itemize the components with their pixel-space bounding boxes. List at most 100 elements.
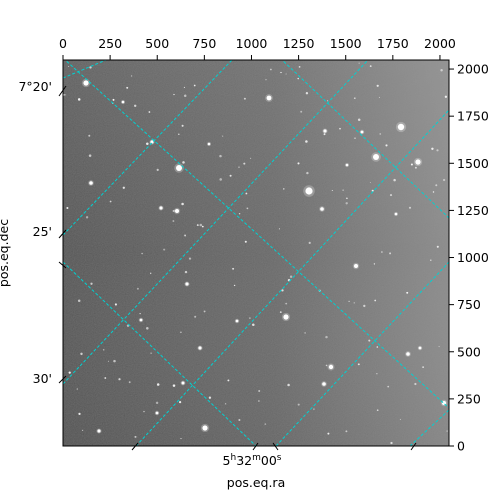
dec-axis: 7°20' 25' 30'	[18, 79, 67, 386]
star	[136, 287, 139, 290]
bright-star	[394, 212, 398, 216]
star	[134, 104, 137, 107]
star	[327, 100, 329, 102]
star	[442, 178, 446, 182]
sky-image	[63, 60, 449, 446]
star	[85, 216, 89, 219]
bright-star	[207, 142, 211, 146]
ra-tick-mark	[272, 442, 279, 451]
star	[300, 110, 303, 113]
star	[78, 412, 81, 416]
star	[313, 408, 315, 410]
star	[376, 84, 379, 87]
star	[68, 65, 70, 68]
coordinate-grid	[63, 60, 449, 446]
star	[146, 327, 149, 330]
star	[297, 77, 299, 80]
bright-star	[360, 130, 364, 134]
star	[353, 97, 356, 100]
bright-star	[159, 206, 163, 210]
star	[287, 383, 290, 387]
star	[432, 191, 435, 193]
star	[381, 251, 383, 253]
star	[150, 272, 152, 274]
bright-star	[373, 154, 379, 160]
star	[325, 335, 328, 339]
star	[389, 194, 393, 197]
bright-star	[283, 314, 289, 320]
bright-star	[406, 352, 410, 356]
grid-line	[63, 60, 107, 79]
star	[363, 304, 366, 308]
star	[155, 401, 159, 405]
ra-tick-mark	[131, 442, 139, 451]
star	[130, 75, 133, 77]
grid-line	[63, 261, 257, 446]
star	[297, 403, 300, 406]
star	[146, 142, 149, 145]
star	[306, 171, 309, 175]
star	[224, 403, 227, 405]
star	[376, 373, 378, 375]
star	[389, 252, 392, 255]
bright-star	[139, 318, 143, 322]
star	[243, 162, 246, 165]
star	[227, 379, 230, 382]
top-tick-label: 1000	[236, 36, 268, 51]
ra-axis: 5h32m00s	[131, 442, 417, 468]
star	[406, 291, 409, 294]
right-tick-label: 1750	[457, 109, 489, 124]
bright-star	[155, 411, 159, 415]
star	[436, 245, 439, 248]
star	[232, 267, 235, 270]
bright-star	[89, 181, 93, 185]
star	[178, 133, 180, 135]
right-pixel-axis: 0 250 500 750 1000 1250 1500 1750 2000	[449, 62, 489, 454]
star	[297, 162, 300, 165]
star	[203, 310, 206, 313]
top-tick-label: 1500	[330, 36, 362, 51]
star	[298, 66, 301, 68]
star	[258, 390, 261, 392]
star	[118, 378, 121, 381]
star	[283, 188, 285, 190]
star	[182, 161, 185, 164]
bright-star	[150, 140, 154, 144]
star	[371, 189, 374, 192]
star	[219, 178, 222, 181]
star	[339, 127, 341, 130]
star	[183, 94, 187, 98]
star	[346, 197, 348, 200]
star	[373, 263, 376, 265]
top-tick-label: 0	[59, 36, 67, 51]
bright-star	[397, 123, 405, 131]
right-tick-label: 250	[457, 391, 481, 406]
top-pixel-axis: 0 250 500 750 1000 1250 1500 1750 2000	[59, 36, 456, 60]
right-tick-label: 1250	[457, 203, 489, 218]
star	[378, 96, 380, 98]
star	[327, 432, 330, 435]
star	[249, 317, 251, 319]
bright-star	[305, 187, 313, 195]
star	[139, 313, 141, 315]
star	[390, 441, 393, 445]
star	[446, 430, 448, 432]
star	[246, 207, 249, 210]
star	[393, 178, 396, 182]
star	[280, 71, 282, 74]
star	[199, 223, 203, 227]
star	[369, 181, 371, 184]
star	[180, 438, 182, 440]
grid-line	[409, 409, 449, 446]
star	[77, 299, 81, 302]
star	[76, 388, 79, 390]
top-tick-label: 250	[98, 36, 122, 51]
star	[194, 315, 197, 318]
right-tick-label: 0	[457, 439, 465, 454]
star	[252, 323, 255, 326]
star	[128, 381, 131, 384]
star	[88, 154, 92, 157]
grid-line	[64, 60, 449, 409]
star	[408, 206, 412, 209]
star	[331, 189, 333, 192]
